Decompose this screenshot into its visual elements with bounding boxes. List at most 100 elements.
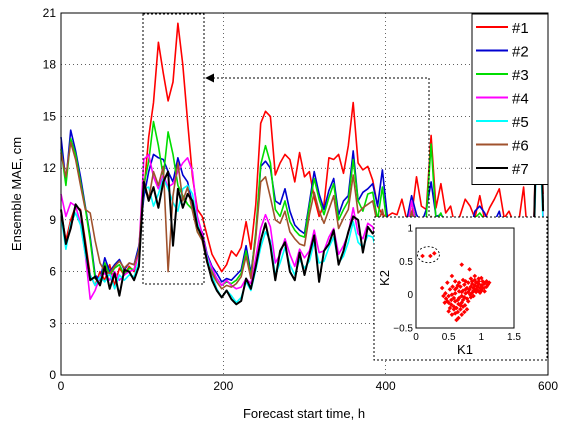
x-tick-label: 400	[376, 379, 396, 393]
inset-point	[449, 292, 455, 297]
inset-point	[459, 312, 465, 317]
inset-point	[451, 307, 457, 312]
inset-point	[463, 287, 468, 292]
legend-label: #7	[512, 161, 529, 178]
inset-point	[450, 284, 455, 289]
inset-point	[476, 279, 482, 284]
inset-point	[452, 311, 458, 316]
inset-point	[449, 312, 455, 317]
inset-x-tick-label: 0	[413, 332, 419, 343]
inset-point	[447, 287, 453, 292]
legend-label: #5	[512, 114, 529, 131]
inset-point	[449, 273, 455, 279]
inset-point	[452, 287, 458, 292]
inset-point	[473, 287, 479, 292]
inset-point	[452, 279, 458, 284]
inset-point	[439, 285, 445, 291]
inset-y-tick-label: −0.5	[393, 324, 413, 335]
inset-point	[448, 302, 454, 307]
inset-point	[472, 273, 478, 279]
legend-box	[471, 13, 549, 185]
inset-point	[456, 280, 462, 285]
inset-point	[446, 293, 451, 299]
inset-point	[465, 299, 471, 304]
inset-point	[452, 291, 458, 296]
y-tick-label: 0	[49, 368, 56, 382]
inset-point	[467, 292, 473, 297]
inset-point	[456, 295, 462, 301]
inset-x-tick-label: 0.5	[442, 332, 456, 343]
inset-point	[460, 304, 466, 309]
inset-point	[447, 305, 453, 311]
y-axis-label: Ensemble MAE, cm	[9, 137, 24, 251]
inset-point	[468, 295, 474, 300]
inset-point	[451, 295, 457, 301]
legend-label: #1	[512, 20, 529, 37]
x-tick-label: 0	[58, 379, 65, 393]
inset-point	[467, 267, 472, 272]
inset-point	[462, 295, 467, 300]
y-tick-label: 12	[43, 161, 57, 175]
inset-point	[479, 288, 484, 293]
inset-point	[482, 280, 488, 285]
inset-point	[454, 317, 459, 323]
y-tick-label: 21	[43, 6, 57, 20]
inset-point	[441, 293, 446, 299]
inset-point	[473, 280, 479, 285]
legend-label: #2	[512, 44, 529, 61]
inset-point	[462, 309, 467, 315]
x-tick-label: 200	[213, 379, 233, 393]
tick-labels: 0 3 6 9 12 15 18 21 0 200 400 600	[43, 6, 559, 393]
legend-label: #6	[512, 138, 529, 155]
inset-point	[455, 283, 461, 288]
inset-point	[481, 285, 487, 291]
inset-point	[468, 276, 474, 281]
legend-label: #3	[512, 67, 529, 84]
inset-point	[445, 280, 450, 285]
inset-point	[479, 275, 484, 281]
inset-point	[486, 280, 492, 285]
inset-point	[476, 276, 482, 281]
inset-point	[481, 281, 487, 287]
inset-point	[471, 293, 476, 299]
inset-point	[475, 288, 481, 293]
inset-point	[469, 279, 475, 284]
inset-point	[456, 315, 461, 321]
inset-point	[463, 279, 468, 284]
plot-frame	[60, 12, 549, 376]
inset-point	[465, 289, 471, 295]
y-tick-label: 18	[43, 58, 57, 72]
inset-point	[482, 289, 487, 294]
inset-outlier-circle	[416, 246, 440, 264]
inset-point	[443, 291, 448, 296]
inset-point	[458, 307, 463, 312]
y-tick-label: 6	[49, 265, 56, 279]
inset-point	[455, 309, 461, 315]
inset-point	[451, 304, 457, 309]
inset-point	[431, 251, 437, 256]
legend-label: #4	[512, 91, 529, 108]
inset-point	[459, 289, 465, 295]
inset-frame	[415, 227, 515, 329]
inset-point	[443, 296, 449, 301]
inset-point	[420, 253, 425, 259]
inset-point	[464, 307, 470, 312]
legend: #1 #2 #3 #4 #5 #6 #7	[471, 13, 549, 185]
highlight-box	[142, 13, 205, 285]
inset-x-tick-label: 1.5	[507, 332, 521, 343]
inset-y-tick-label: 0.5	[399, 257, 413, 268]
y-tick-label: 3	[49, 316, 56, 330]
inset-point	[459, 262, 465, 267]
inset-point	[475, 284, 480, 289]
highlight-arrow	[205, 73, 430, 216]
x-axis-label: Forecast start time, h	[243, 406, 365, 421]
inset-point	[446, 309, 451, 314]
inset-y-tick-label: 0	[407, 290, 413, 301]
inset-x-tick-label: 1	[479, 332, 485, 343]
inset-x-axis-label: K1	[457, 342, 473, 357]
inset-point	[462, 282, 467, 287]
inset-point	[454, 285, 459, 291]
inset-point	[445, 299, 450, 304]
